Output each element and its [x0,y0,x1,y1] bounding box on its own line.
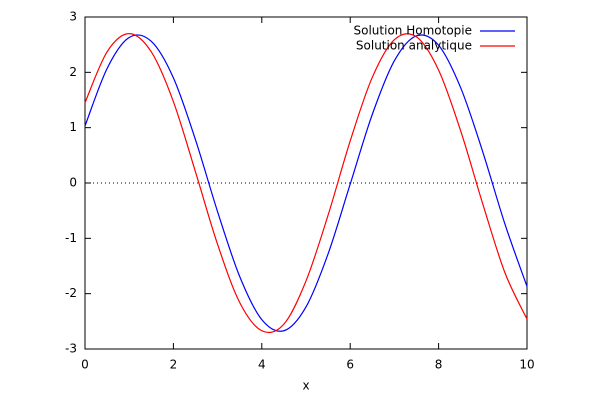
y-tick-label: 0 [69,176,77,190]
legend-label: Solution Homotopie [354,24,472,38]
y-tick-label: 2 [69,65,77,79]
y-tick-label: -2 [65,286,77,300]
y-tick-label: 3 [69,10,77,24]
series-line [84,34,528,332]
x-tick-label: 4 [258,358,266,372]
x-tick-label: 8 [435,358,443,372]
y-tick-label: 1 [69,120,77,134]
legend-label: Solution analytique [356,39,472,53]
x-tick-label: 10 [519,358,534,372]
x-tick-label: 6 [346,358,354,372]
y-tick-label: -3 [65,342,77,356]
y-tick-label: -1 [65,231,77,245]
series-line [84,32,528,334]
x-axis-label: x [302,379,309,393]
x-tick-label: 0 [81,358,89,372]
x-tick-label: 2 [170,358,178,372]
